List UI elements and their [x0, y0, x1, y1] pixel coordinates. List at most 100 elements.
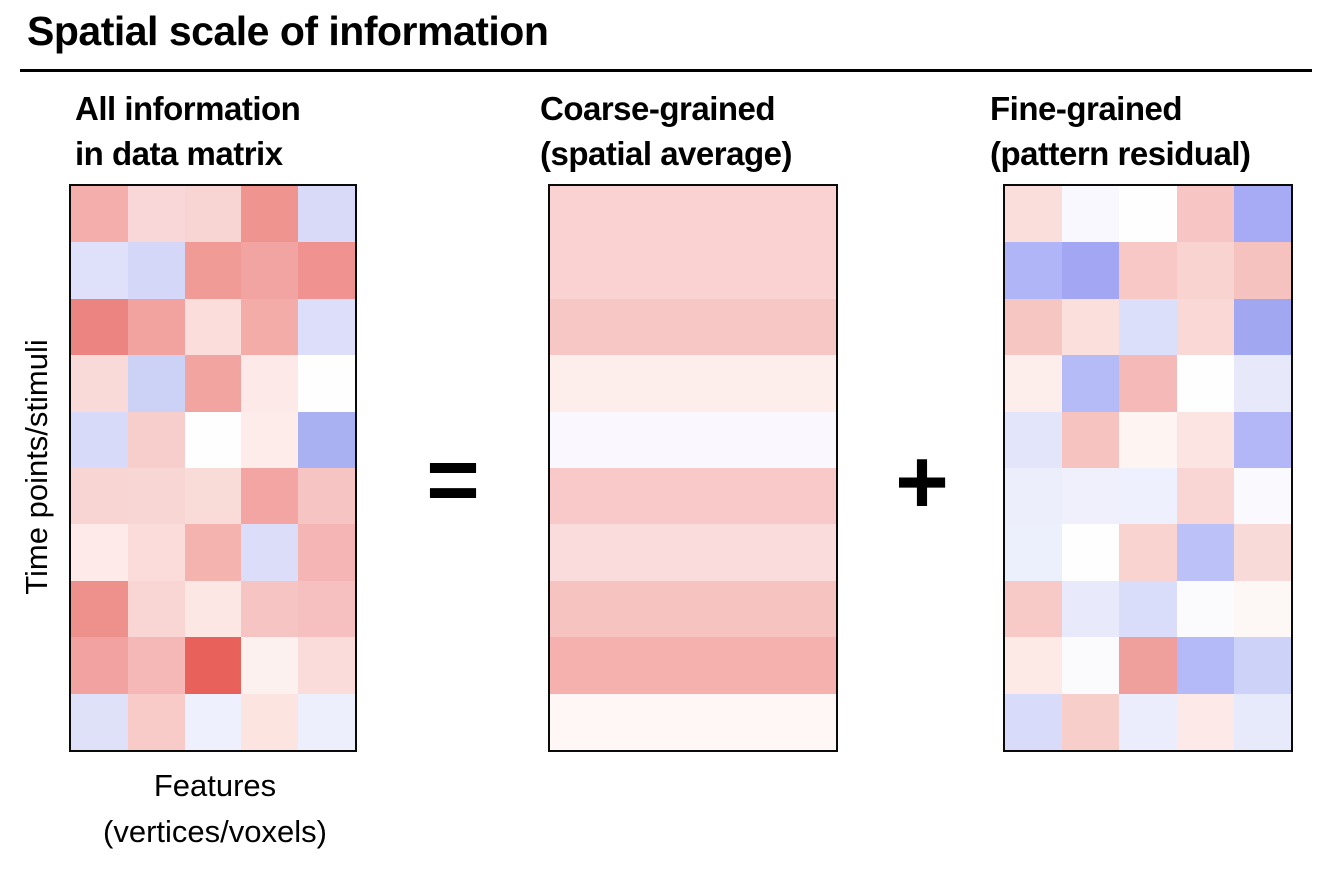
heatmap-cell: [1176, 468, 1234, 525]
heatmap-row: [550, 524, 836, 581]
heatmap-cell: [241, 411, 299, 468]
heatmap-cell: [1005, 580, 1063, 638]
heatmap-row: [550, 637, 836, 694]
heatmap-cell: [1119, 468, 1177, 525]
heatmap-cell: [1062, 468, 1120, 525]
heatmap-cell: [1005, 355, 1063, 412]
title-underline: [20, 69, 1312, 72]
heatmap-cell: [71, 693, 128, 750]
heatmap-cell: [184, 355, 242, 412]
heatmap-cell: [298, 637, 355, 694]
heatmap-cell: [1233, 355, 1291, 412]
heatmap-cell: [1119, 637, 1177, 694]
heatmap-cell: [184, 524, 242, 581]
panel-heading-coarse-line1: Coarse-grained: [540, 90, 776, 127]
panel-heading-all-information: All information in data matrix: [75, 86, 301, 176]
heatmap-cell: [184, 637, 242, 694]
heatmap-cell: [298, 355, 355, 412]
heatmap-cell: [127, 242, 185, 299]
heatmap-row: [550, 186, 836, 243]
heatmap-cell: [1062, 524, 1120, 581]
heatmap-cell: [1119, 524, 1177, 581]
heatmap-cell: [184, 580, 242, 638]
heatmap-cell: [71, 580, 128, 638]
heatmap-row: [550, 298, 836, 356]
heatmap-cell: [241, 298, 299, 356]
x-axis-label-line1: Features: [153, 768, 277, 803]
heatmap-fine-grained: [1003, 184, 1293, 752]
heatmap-cell: [127, 186, 185, 243]
heatmap-cell: [1005, 242, 1063, 299]
heatmap-cell: [71, 355, 128, 412]
heatmap-cell: [241, 242, 299, 299]
heatmap-cell: [241, 186, 299, 243]
heatmap-cell: [71, 637, 128, 694]
heatmap-row: [550, 411, 836, 468]
heatmap-cell: [1062, 355, 1120, 412]
heatmap-cell: [1233, 468, 1291, 525]
x-axis-label-line2: (vertices/voxels): [103, 814, 327, 849]
heatmap-cell: [1176, 524, 1234, 581]
heatmap-cell: [1176, 355, 1234, 412]
heatmap-cell: [127, 298, 185, 356]
heatmap-cell: [1005, 637, 1063, 694]
heatmap-cell: [127, 580, 185, 638]
heatmap-cell: [71, 186, 128, 243]
equals-operator: =: [426, 429, 480, 531]
heatmap-cell: [1176, 411, 1234, 468]
heatmap-cell: [184, 411, 242, 468]
heatmap-cell: [127, 355, 185, 412]
heatmap-cell: [127, 637, 185, 694]
heatmap-cell: [71, 298, 128, 356]
heatmap-cell: [127, 468, 185, 525]
heatmap-cell: [1233, 637, 1291, 694]
heatmap-cell: [298, 298, 355, 356]
x-axis-label: Features (vertices/voxels): [55, 763, 375, 855]
panel-heading-all-line2: in data matrix: [75, 135, 283, 172]
heatmap-cell: [71, 468, 128, 525]
heatmap-cell: [1233, 411, 1291, 468]
heatmap-cell: [1119, 298, 1177, 356]
heatmap-row: [550, 468, 836, 525]
heatmap-cell: [1062, 411, 1120, 468]
heatmap-cell: [1233, 242, 1291, 299]
heatmap-cell: [298, 468, 355, 525]
heatmap-cell: [1062, 693, 1120, 750]
heatmap-cell: [1119, 355, 1177, 412]
heatmap-cell: [1005, 693, 1063, 750]
panel-heading-coarse-line2: (spatial average): [540, 135, 792, 172]
heatmap-cell: [1062, 298, 1120, 356]
panel-heading-fine-line2: (pattern residual): [990, 135, 1251, 172]
heatmap-cell: [184, 693, 242, 750]
heatmap-cell: [1176, 298, 1234, 356]
heatmap-row: [550, 242, 836, 299]
heatmap-coarse-grained: [548, 184, 838, 752]
heatmap-cell: [1062, 242, 1120, 299]
heatmap-cell: [1176, 580, 1234, 638]
heatmap-cell: [1119, 186, 1177, 243]
heatmap-row: [550, 355, 836, 412]
heatmap-row: [550, 693, 836, 750]
panel-heading-coarse-grained: Coarse-grained (spatial average): [540, 86, 792, 176]
heatmap-cell: [1005, 186, 1063, 243]
heatmap-cell: [1119, 411, 1177, 468]
heatmap-cell: [1119, 242, 1177, 299]
panel-heading-fine-grained: Fine-grained (pattern residual): [990, 86, 1251, 176]
heatmap-cell: [1176, 186, 1234, 243]
plus-operator: +: [895, 431, 949, 533]
heatmap-cell: [127, 524, 185, 581]
heatmap-cell: [1005, 524, 1063, 581]
heatmap-cell: [241, 693, 299, 750]
heatmap-cell: [184, 468, 242, 525]
heatmap-cell: [298, 186, 355, 243]
heatmap-cell: [1005, 298, 1063, 356]
heatmap-cell: [184, 186, 242, 243]
heatmap-cell: [1176, 637, 1234, 694]
heatmap-cell: [127, 693, 185, 750]
heatmap-cell: [1233, 298, 1291, 356]
heatmap-cell: [184, 298, 242, 356]
heatmap-cell: [184, 242, 242, 299]
heatmap-cell: [298, 580, 355, 638]
heatmap-cell: [1233, 693, 1291, 750]
